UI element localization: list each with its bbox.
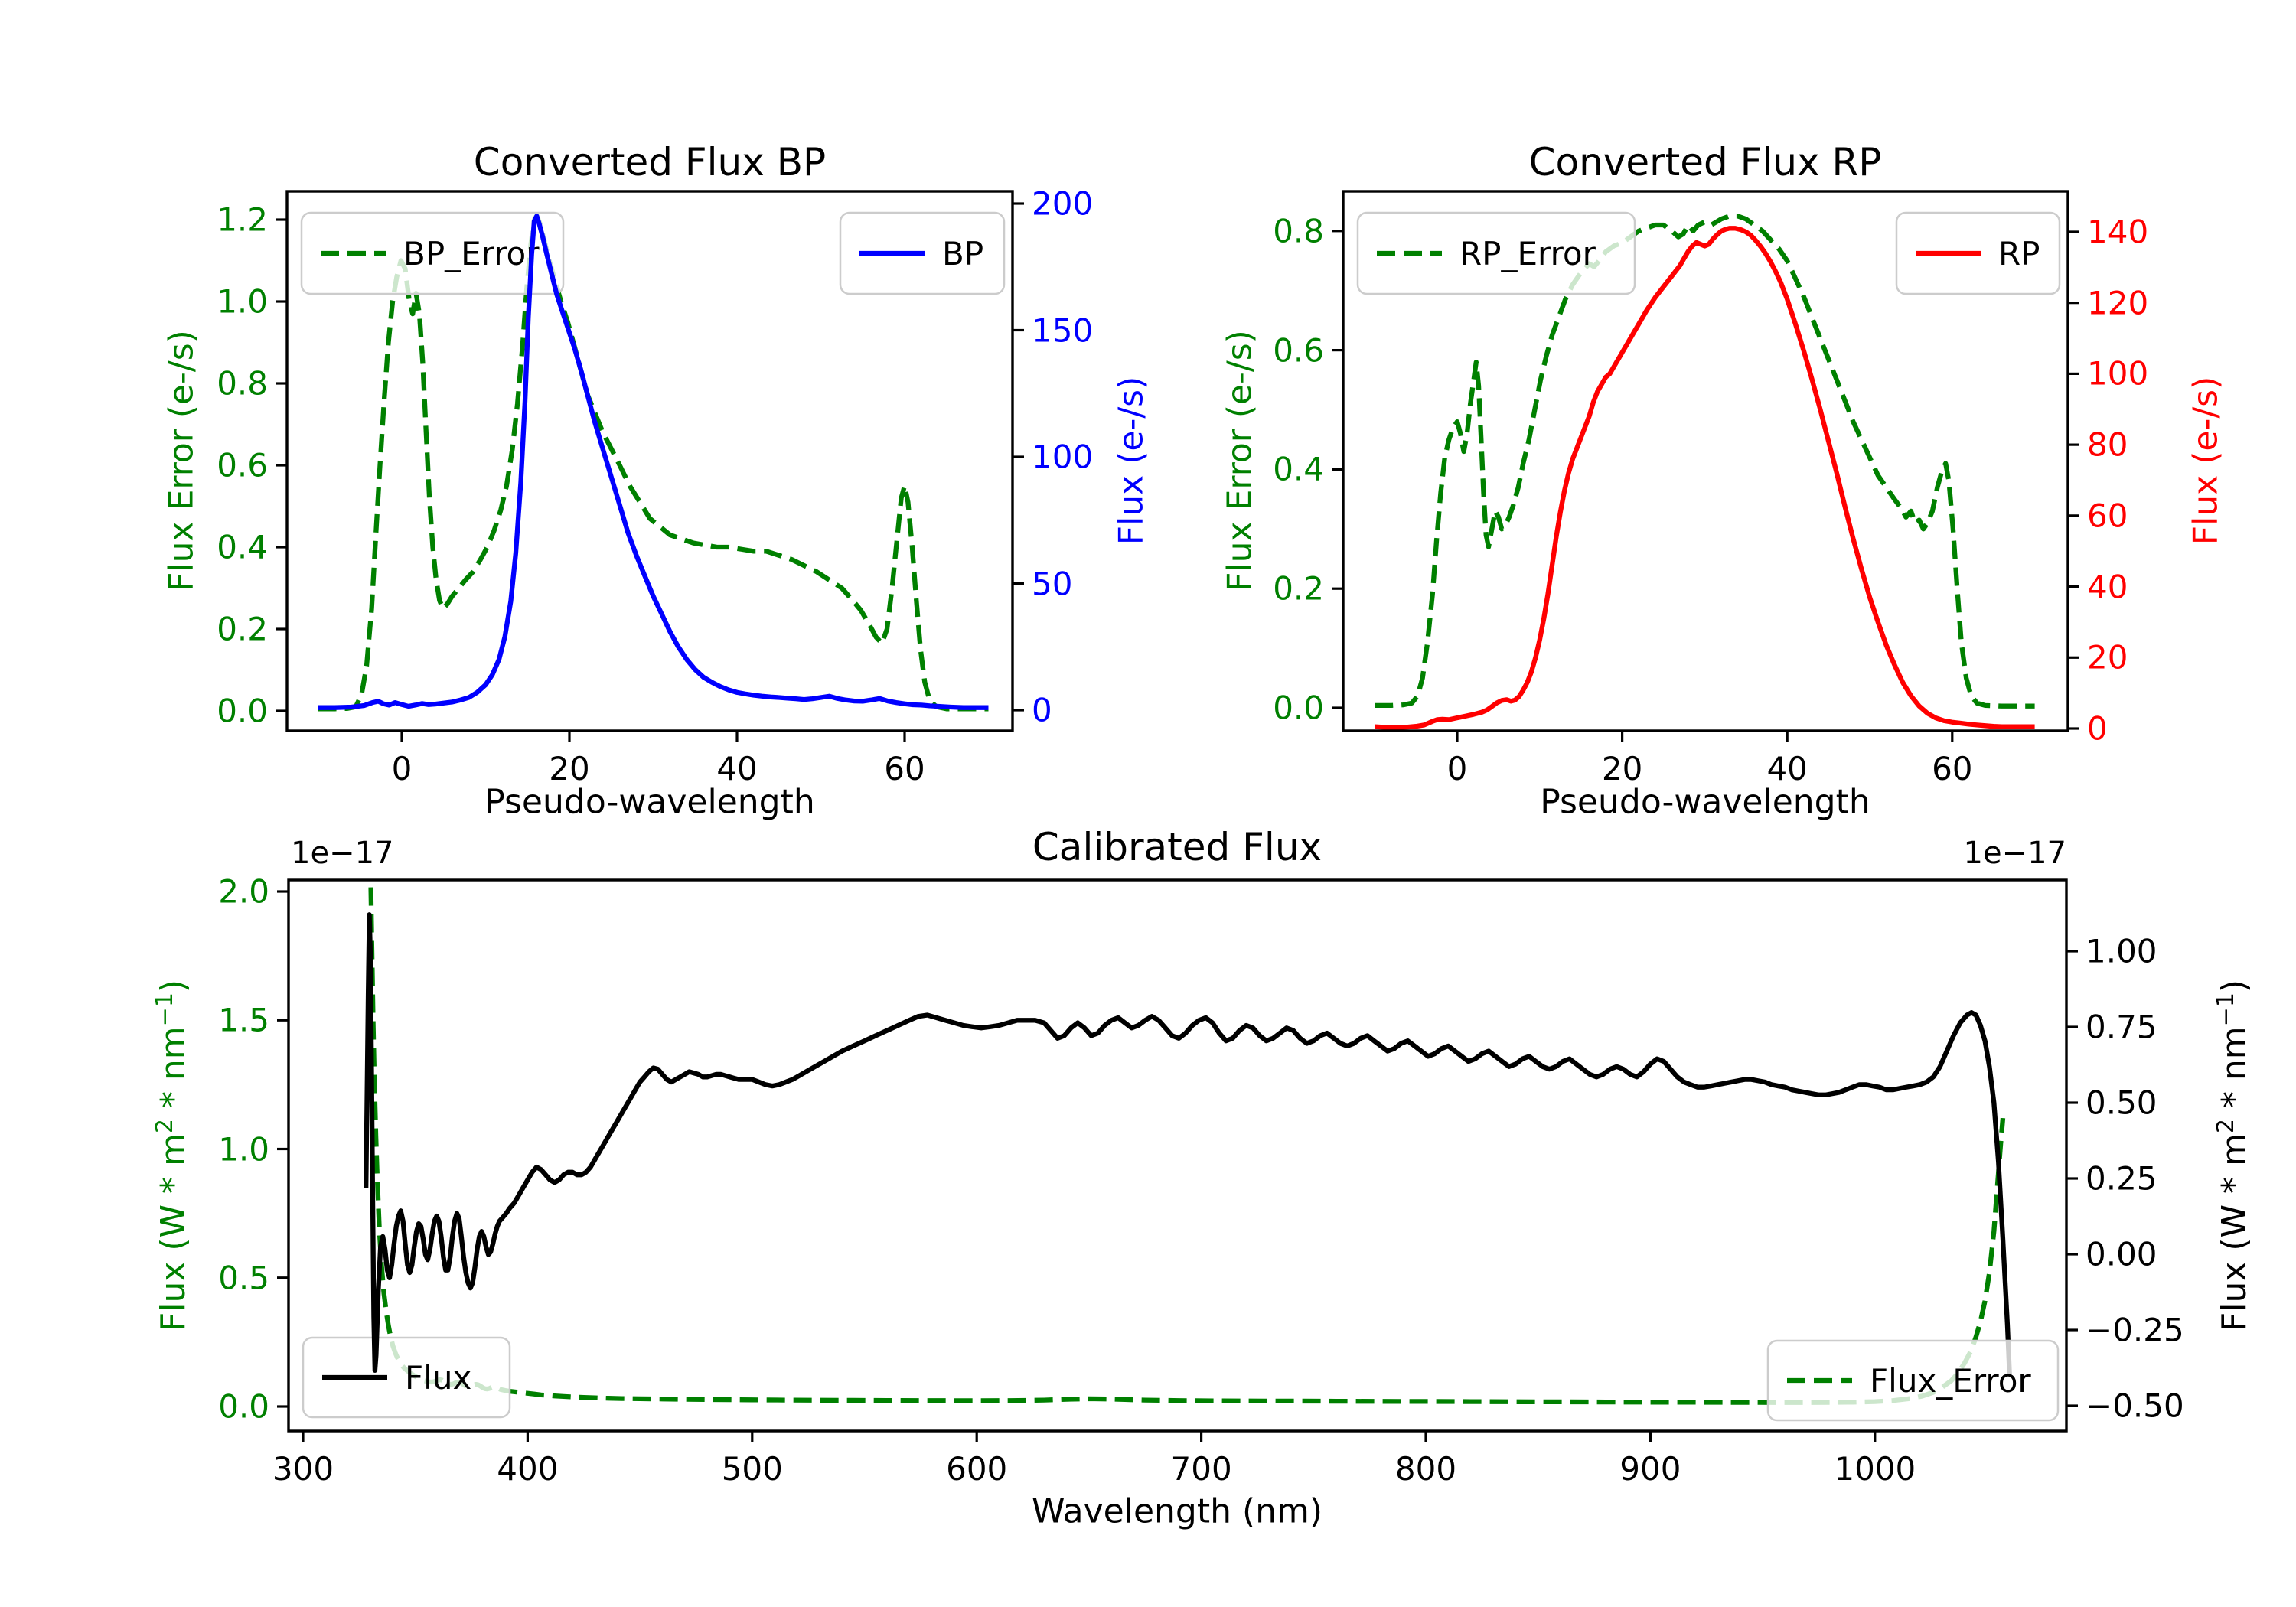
series-rp_error: [1375, 214, 2035, 709]
legend-label: Flux_Error: [1870, 1362, 2031, 1400]
axes-frame: [285, 190, 1014, 732]
legend-rp_error: RP_Error: [1356, 211, 1636, 295]
legend-label: RP: [1998, 235, 2040, 272]
series-bp: [318, 214, 989, 710]
legend-rp: RP: [1895, 211, 2061, 295]
subplot-0: BP_Error BP: [276, 190, 1024, 742]
legend-label: BP_Error: [403, 235, 540, 272]
legend-bp_error: BP_Error: [300, 211, 565, 295]
series-flux: [364, 912, 2012, 1376]
subplot-1: RP_Error RP: [1332, 190, 2079, 742]
legend-label: RP_Error: [1459, 235, 1596, 272]
legend-label: Flux: [405, 1359, 471, 1397]
subplot-2: Flux Flux_Error: [277, 878, 2078, 1442]
legend-label: BP: [942, 235, 983, 272]
axes-frame: [1342, 190, 2069, 732]
axes-frame: [287, 878, 2068, 1433]
legend-bp: BP: [839, 211, 1006, 295]
series-rp: [1375, 226, 2035, 730]
legend-flux_error: Flux_Error: [1766, 1339, 2060, 1422]
series-flux_error: [368, 880, 2006, 1405]
legend-flux: Flux: [302, 1336, 511, 1419]
